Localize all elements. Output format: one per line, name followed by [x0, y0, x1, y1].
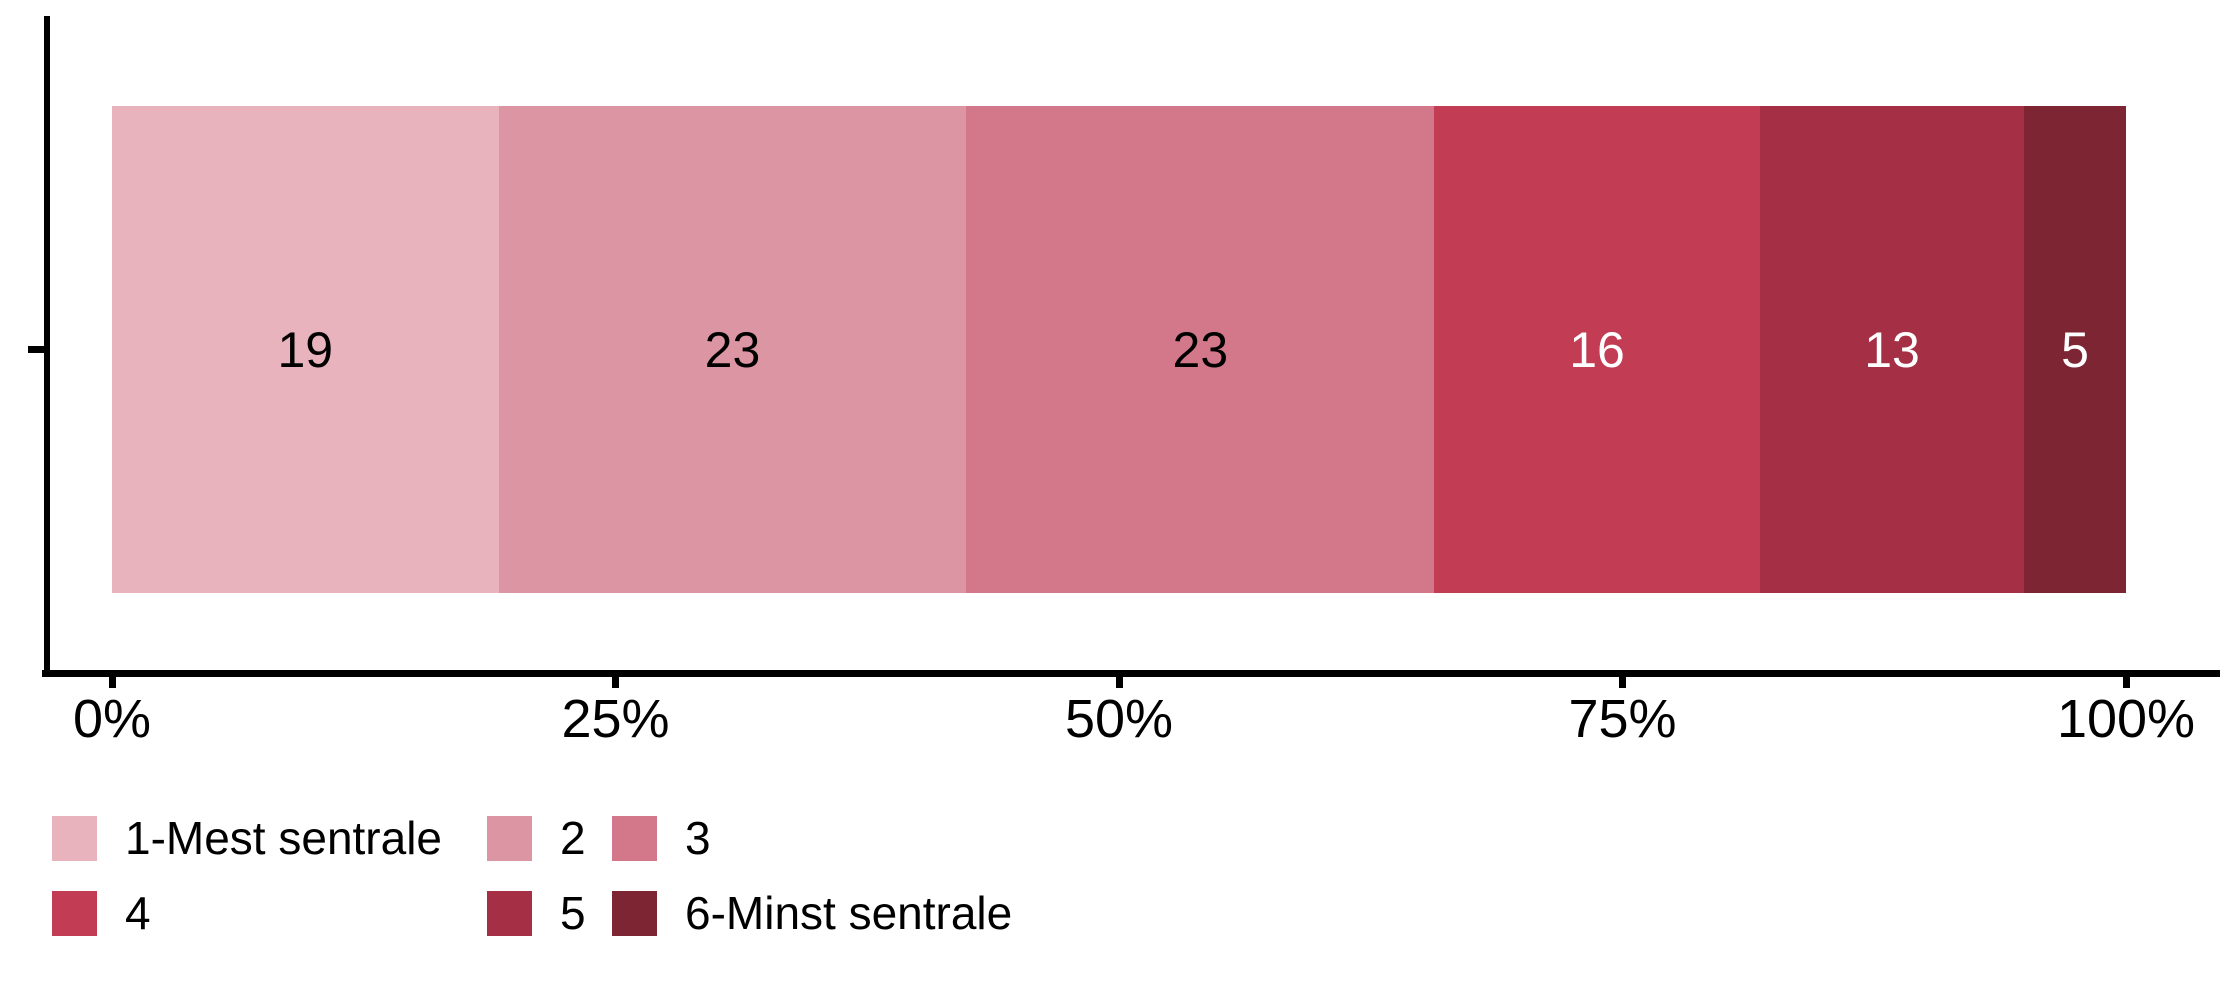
legend-item: 6-Minst sentrale [612, 887, 1013, 939]
legend-item: 4 [52, 887, 151, 939]
legend-label: 5 [560, 887, 586, 939]
legend-swatch [487, 891, 532, 936]
segment-value-label: 19 [277, 321, 334, 378]
bar-segment-2: 23 [498, 106, 967, 593]
legend-label: 2 [560, 812, 586, 864]
legend-item: 3 [612, 812, 711, 864]
x-axis-tick-label: 50% [1064, 689, 1174, 749]
segment-value-label: 13 [1864, 321, 1920, 378]
legend-label: 3 [685, 812, 711, 864]
bar-segment-5: 13 [1759, 106, 2025, 593]
x-axis-tick-label: 100% [2056, 689, 2196, 749]
x-axis-tick [612, 677, 619, 688]
x-axis-line [42, 670, 2220, 677]
bar-segment-6-minst-sentrale: 5 [2024, 106, 2126, 593]
segment-value-label: 5 [2061, 321, 2089, 378]
legend-swatch [612, 891, 657, 936]
bar-segment-1-mest-sentrale: 19 [112, 106, 499, 593]
bar-segment-3: 23 [966, 106, 1435, 593]
legend-swatch [52, 891, 97, 936]
y-axis-tick [28, 346, 44, 353]
legend-swatch [52, 816, 97, 861]
stacked-bar: 19 23 23 16 13 5 [112, 106, 2126, 593]
x-axis-tick-label: 0% [72, 689, 152, 749]
legend-label: 6-Minst sentrale [685, 887, 1013, 939]
segment-value-label: 23 [1172, 321, 1229, 378]
legend-label: 4 [125, 887, 151, 939]
x-axis-tick [1619, 677, 1626, 688]
x-axis-tick-label: 25% [561, 689, 670, 749]
segment-value-label: 16 [1569, 321, 1625, 378]
x-axis-tick-label: 75% [1568, 689, 1677, 749]
bar-segment-4: 16 [1434, 106, 1760, 593]
legend-swatch [612, 816, 657, 861]
legend-swatch [487, 816, 532, 861]
legend-item: 2 [487, 812, 586, 864]
legend-item: 1-Mest sentrale [52, 812, 443, 864]
x-axis-tick [1115, 677, 1123, 688]
segment-value-label: 23 [704, 321, 761, 378]
x-axis-tick [2122, 677, 2130, 688]
legend: 1-Mest sentrale 2 3 4 5 6-Minst sentrale [52, 812, 1452, 946]
x-axis-tick [108, 677, 116, 688]
legend-item: 5 [487, 887, 586, 939]
y-axis-line [44, 16, 50, 677]
legend-label: 1-Mest sentrale [125, 812, 443, 864]
